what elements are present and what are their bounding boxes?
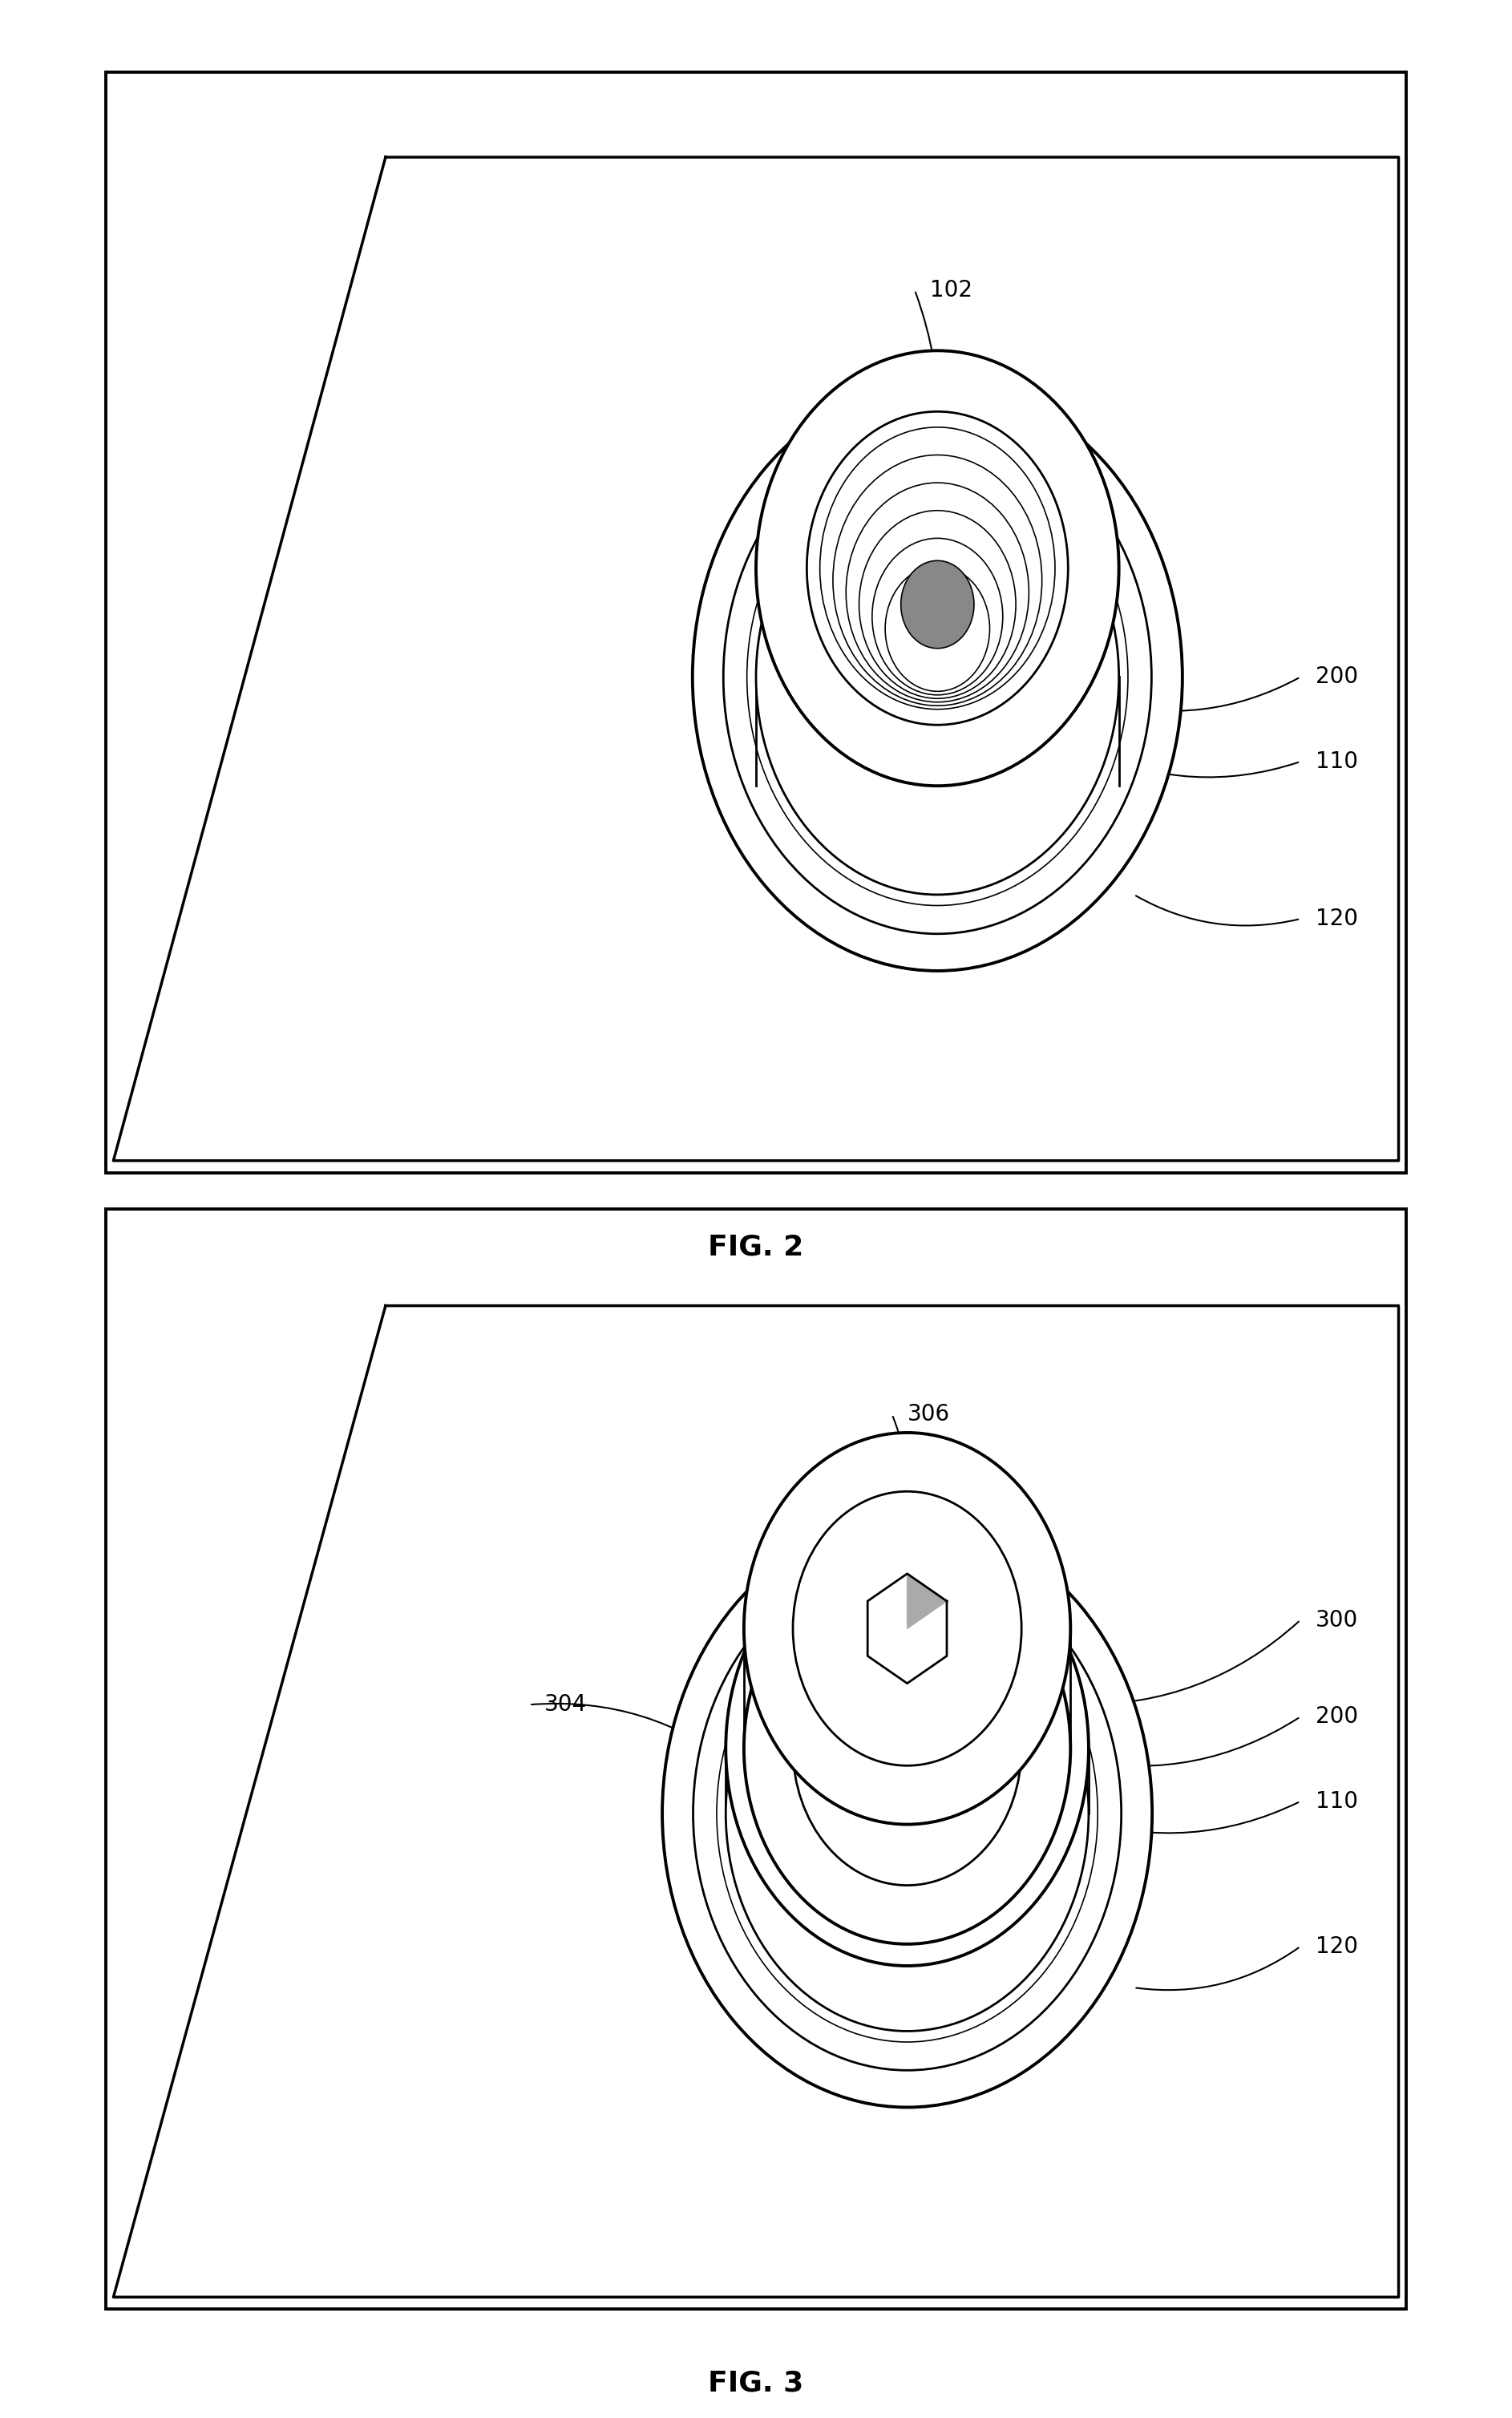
Text: 120: 120 <box>1315 1934 1358 1959</box>
Text: 102: 102 <box>930 278 972 302</box>
Polygon shape <box>113 1306 1399 2297</box>
Ellipse shape <box>726 1531 1089 1966</box>
Ellipse shape <box>756 351 1119 786</box>
Ellipse shape <box>747 450 1128 907</box>
Text: 306: 306 <box>907 1402 950 1427</box>
Ellipse shape <box>792 1492 1022 1765</box>
Text: FIG. 3: FIG. 3 <box>708 2370 804 2396</box>
Ellipse shape <box>756 459 1119 895</box>
Ellipse shape <box>744 1552 1070 1944</box>
Text: 304: 304 <box>544 1693 587 1717</box>
Ellipse shape <box>692 384 1182 972</box>
Text: 300: 300 <box>1315 1608 1358 1632</box>
Ellipse shape <box>723 421 1152 933</box>
Text: 200: 200 <box>1315 1705 1358 1729</box>
Ellipse shape <box>901 561 974 648</box>
Ellipse shape <box>744 1431 1070 1826</box>
Ellipse shape <box>792 1610 1022 1886</box>
Polygon shape <box>113 157 1399 1161</box>
Ellipse shape <box>726 1596 1089 2031</box>
Text: FIG. 2: FIG. 2 <box>708 1233 804 1260</box>
Ellipse shape <box>692 1557 1122 2070</box>
Bar <box>106 73 1406 1173</box>
Ellipse shape <box>807 411 1067 725</box>
Text: 110: 110 <box>1315 1789 1358 1814</box>
Polygon shape <box>868 1574 947 1683</box>
Text: 120: 120 <box>1315 907 1358 931</box>
Ellipse shape <box>717 1586 1098 2041</box>
Ellipse shape <box>662 1521 1152 2108</box>
Bar <box>106 1209 1406 2309</box>
Polygon shape <box>907 1574 947 1630</box>
Text: 110: 110 <box>1315 750 1358 774</box>
Text: 200: 200 <box>1315 665 1358 689</box>
